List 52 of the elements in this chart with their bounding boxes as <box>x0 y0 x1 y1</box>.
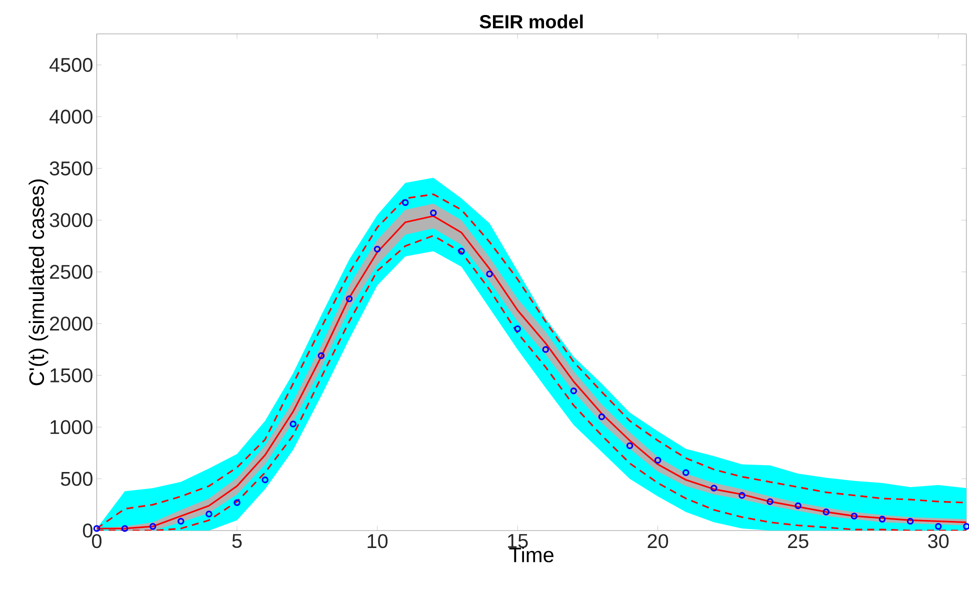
y-tick-label: 4000 <box>49 109 92 124</box>
point <box>486 270 493 278</box>
y-axis-title: C'(t) (simulated cases) <box>28 179 48 386</box>
point <box>121 524 128 532</box>
y-tick-label: 3500 <box>50 161 92 176</box>
x-tick-label: 15 <box>508 534 528 548</box>
chart-title: SEIR model <box>480 14 583 28</box>
point <box>963 522 969 530</box>
point <box>542 346 549 353</box>
y-tick-label: 1000 <box>50 420 92 434</box>
point <box>206 510 212 518</box>
y-tick-label: 3000 <box>50 212 92 227</box>
x-tick-label: 5 <box>232 534 242 548</box>
point <box>570 387 578 394</box>
point <box>766 498 774 505</box>
point <box>822 508 830 516</box>
x-axis-title: Time <box>509 546 554 562</box>
point <box>262 476 268 484</box>
point <box>402 198 409 206</box>
point <box>626 442 634 449</box>
point <box>682 469 690 476</box>
point <box>178 518 184 524</box>
point <box>738 492 746 499</box>
point <box>290 420 297 428</box>
point <box>318 352 325 359</box>
y-tick-label: 0 <box>82 523 92 538</box>
point <box>149 522 156 530</box>
point <box>710 484 718 492</box>
point <box>934 522 942 530</box>
point <box>878 516 886 522</box>
y-tick-label: 2000 <box>50 316 92 330</box>
y-tick-label: 500 <box>60 472 92 486</box>
point <box>234 499 240 506</box>
point <box>598 413 606 420</box>
point <box>458 248 465 254</box>
x-tick-label: 20 <box>648 534 668 548</box>
y-tick-label: 2500 <box>50 264 92 279</box>
point <box>430 209 437 216</box>
point <box>906 518 914 524</box>
point <box>346 295 353 302</box>
y-tick-label: 4500 <box>49 58 92 72</box>
x-tick-label: 30 <box>928 534 949 548</box>
point <box>514 325 521 332</box>
x-tick-label: 10 <box>368 534 388 548</box>
point <box>374 246 381 252</box>
x-tick-label: 25 <box>788 534 808 548</box>
x-tick-label: 0 <box>92 534 102 548</box>
point <box>93 524 100 532</box>
point <box>850 512 858 520</box>
point <box>654 456 662 464</box>
y-tick-label: 1500 <box>50 368 92 382</box>
point <box>794 502 802 509</box>
